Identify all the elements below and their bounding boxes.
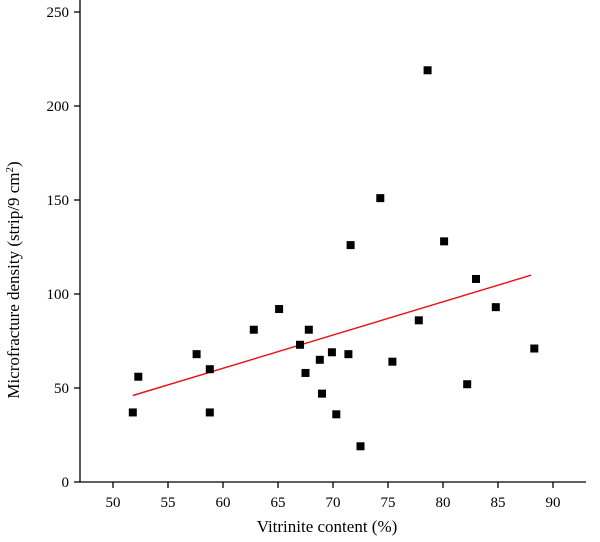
x-tick-label: 50 — [106, 495, 121, 511]
data-point — [128, 408, 137, 417]
x-tick-label: 75 — [381, 495, 396, 511]
data-point — [344, 350, 353, 359]
data-point — [318, 389, 326, 398]
data-point — [356, 442, 365, 451]
y-axis-label-close: ) — [4, 161, 23, 167]
y-tick-label: 50 — [54, 381, 69, 397]
data-points — [128, 66, 539, 451]
x-tick-label: 85 — [491, 495, 506, 511]
y-axis-label-main: Microfracture density (strip/9 cm — [4, 173, 23, 399]
data-point — [423, 66, 432, 75]
data-point — [327, 348, 336, 357]
data-point — [530, 344, 539, 353]
x-tick-label: 65 — [271, 495, 286, 511]
y-tick-label: 100 — [47, 287, 70, 303]
data-point — [249, 325, 258, 334]
data-point — [134, 372, 143, 381]
y-tick-label: 150 — [47, 193, 70, 209]
y-axis-label-superscript: 2 — [4, 167, 16, 173]
data-point — [205, 408, 214, 417]
y-tick-label: 200 — [47, 99, 70, 115]
y-tick-label: 250 — [47, 5, 70, 21]
data-point — [275, 305, 284, 314]
x-tick-label: 60 — [216, 495, 231, 511]
y-axis-label: Microfracture density (strip/9 cm2) — [4, 161, 23, 398]
data-point — [414, 316, 423, 325]
y-axis-ticks: 0 50 100 150 200 250 — [47, 5, 80, 491]
trendline — [132, 274, 532, 397]
x-axis-label: Vitrinite content (%) — [257, 517, 398, 536]
x-tick-label: 90 — [546, 495, 561, 511]
x-tick-label: 80 — [436, 495, 451, 511]
data-point — [388, 357, 397, 366]
data-point — [192, 350, 201, 359]
data-point — [304, 325, 313, 334]
data-point — [440, 237, 449, 246]
data-point — [472, 274, 480, 283]
data-point — [296, 340, 304, 349]
x-tick-label: 70 — [326, 495, 341, 511]
data-point — [315, 355, 324, 364]
data-point — [463, 380, 472, 389]
data-point — [491, 303, 500, 312]
data-point — [332, 410, 341, 419]
x-axis-ticks: 50 55 60 65 70 75 80 85 90 — [106, 482, 561, 511]
y-tick-label: 0 — [62, 475, 70, 491]
data-point — [376, 194, 385, 203]
data-point — [301, 368, 310, 377]
data-point — [346, 241, 355, 250]
data-point — [205, 365, 214, 374]
x-tick-label: 55 — [161, 495, 176, 511]
